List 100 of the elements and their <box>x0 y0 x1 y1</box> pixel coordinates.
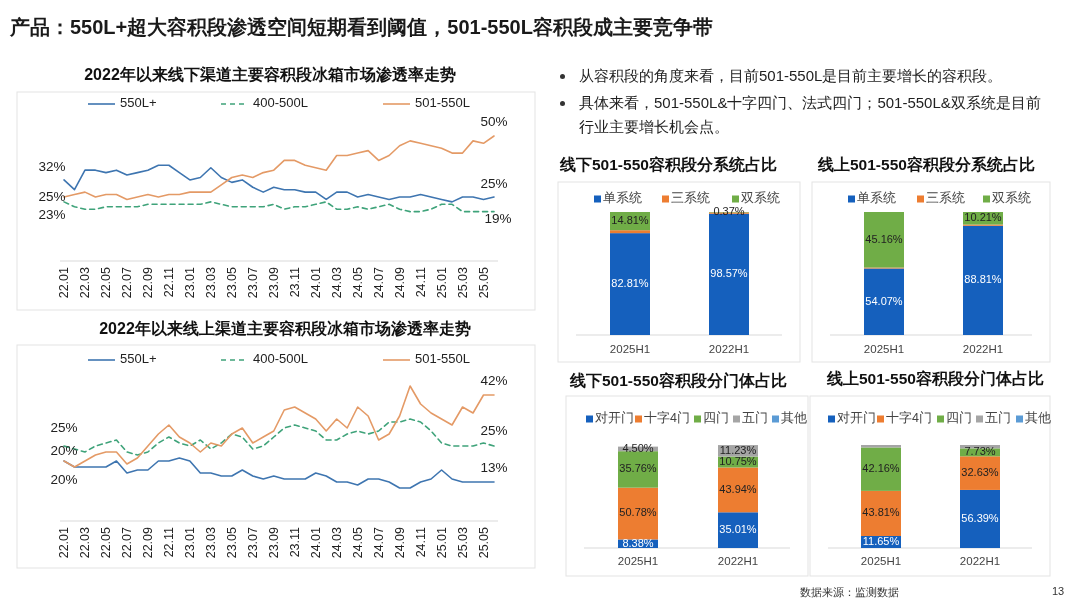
data-label: 7.73% <box>964 445 996 458</box>
data-label: 56.39% <box>961 511 999 524</box>
x-tick-label: 24.03 <box>329 526 344 559</box>
data-label: 23% <box>38 207 66 223</box>
x-tick-label: 25.01 <box>434 266 449 299</box>
data-label: 82.81% <box>611 276 649 289</box>
data-label: 25% <box>38 188 66 204</box>
x-tick-label: 2025H1 <box>617 555 659 567</box>
x-tick-label: 2025H1 <box>609 343 651 355</box>
data-label: 11.23% <box>719 443 757 456</box>
x-tick-label: 25.05 <box>476 526 491 559</box>
data-label: 43.94% <box>719 482 757 495</box>
legend-label: 十字4门 <box>644 410 690 426</box>
legend-label: 四门 <box>703 410 729 426</box>
legend-label: 550L+ <box>120 95 157 111</box>
data-label: 35.76% <box>619 462 657 475</box>
chart-title: 线下501-550容积段分门体占比 <box>569 371 787 389</box>
legend-label: 对开门 <box>595 410 634 426</box>
x-tick-label: 23.05 <box>224 266 239 299</box>
x-tick-label: 2022H1 <box>959 555 1001 567</box>
x-tick-label: 23.03 <box>203 526 218 559</box>
x-tick-label: 24.11 <box>413 526 428 558</box>
x-tick-label: 22.09 <box>140 526 155 559</box>
data-label: 19% <box>484 211 512 227</box>
x-tick-label: 24.09 <box>392 526 407 559</box>
source-note: 数据来源：监测数据 <box>800 585 899 600</box>
legend-label: 对开门 <box>837 410 876 426</box>
x-tick-label: 24.05 <box>350 526 365 559</box>
legend-label: 五门 <box>742 410 768 426</box>
x-tick-label: 24.07 <box>371 526 386 559</box>
data-label: 13% <box>480 459 508 475</box>
data-label: 45.16% <box>865 232 903 245</box>
x-tick-label: 25.01 <box>434 526 449 559</box>
legend-label: 501-550L <box>415 351 470 367</box>
data-label: 14.81% <box>611 214 649 227</box>
legend-label: 四门 <box>946 410 972 426</box>
x-tick-label: 22.11 <box>161 526 176 558</box>
x-tick-label: 23.05 <box>224 526 239 559</box>
x-tick-label: 24.05 <box>350 266 365 299</box>
data-label: 42% <box>480 372 508 388</box>
chart-title: 线下501-550容积段分系统占比 <box>559 155 777 173</box>
legend-label: 400-500L <box>253 351 308 367</box>
x-tick-label: 24.01 <box>308 526 323 559</box>
data-label: 98.57% <box>710 267 748 280</box>
x-tick-label: 23.07 <box>245 526 260 559</box>
data-label: 50.78% <box>619 506 657 519</box>
legend-label: 单系统 <box>857 191 896 206</box>
x-tick-label: 22.03 <box>77 526 92 559</box>
x-tick-label: 25.05 <box>476 266 491 299</box>
data-label: 20% <box>50 471 78 487</box>
legend-label: 400-500L <box>253 95 308 111</box>
chart-title: 2022年以来线上渠道主要容积段冰箱市场渗透率走势 <box>99 319 471 337</box>
x-tick-label: 22.01 <box>57 266 71 299</box>
x-tick-label: 23.03 <box>203 266 218 299</box>
legend-label: 单系统 <box>603 191 642 206</box>
text: 13 <box>1052 585 1065 597</box>
x-tick-label: 22.03 <box>77 266 92 299</box>
x-tick-label: 22.11 <box>161 266 176 298</box>
legend-label: 其他 <box>1025 411 1051 426</box>
x-tick-label: 24.07 <box>371 266 386 299</box>
x-tick-label: 24.03 <box>329 266 344 299</box>
x-tick-label: 25.03 <box>455 266 470 299</box>
x-tick-label: 23.11 <box>287 526 302 558</box>
legend-label: 双系统 <box>992 191 1031 206</box>
x-tick-label: 2025H1 <box>863 343 905 355</box>
data-label: 25% <box>480 175 508 191</box>
data-label: 11.65% <box>862 534 900 547</box>
text: 从容积段的角度来看，目前501-550L是目前主要增长的容积段。 <box>579 67 1003 84</box>
legend-label: 三系统 <box>671 191 710 206</box>
data-label: 10.75% <box>719 454 757 467</box>
text: 具体来看，501-550L&十字四门、法式四门；501-550L&双系统是目前行业主要增长机会点。 <box>579 94 1041 135</box>
chart-title: 2022年以来线下渠道主要容积段冰箱市场渗透率走势 <box>84 65 456 83</box>
x-tick-label: 22.07 <box>119 266 134 299</box>
chart-title: 线上501-550容积段分门体占比 <box>826 369 1044 387</box>
legend-label: 十字4门 <box>886 410 932 426</box>
data-label: 42.16% <box>862 462 900 475</box>
x-tick-label: 23.09 <box>266 526 281 559</box>
data-label: 25% <box>480 422 508 438</box>
legend-label: 550L+ <box>120 351 157 367</box>
x-tick-label: 25.03 <box>455 526 470 559</box>
legend-label: 双系统 <box>741 191 780 206</box>
legend-label: 五门 <box>985 410 1011 426</box>
data-label: 8.38% <box>622 536 654 549</box>
data-label: 50% <box>480 113 508 129</box>
data-label: 43.81% <box>862 506 900 519</box>
data-label: 10.21% <box>964 211 1002 224</box>
x-tick-label: 22.05 <box>98 526 113 559</box>
legend-label: 三系统 <box>926 191 965 206</box>
legend-label: 其他 <box>781 411 807 426</box>
data-label: 54.07% <box>865 294 903 307</box>
x-tick-label: 22.07 <box>119 526 134 559</box>
x-tick-label: 2022H1 <box>962 343 1004 355</box>
data-label: 35.01% <box>719 523 757 536</box>
x-tick-label: 22.09 <box>140 266 155 299</box>
data-label: 32% <box>38 159 66 175</box>
x-tick-label: 23.01 <box>182 526 197 559</box>
x-tick-label: 23.07 <box>245 266 260 299</box>
x-tick-label: 2022H1 <box>708 343 750 355</box>
x-tick-label: 2025H1 <box>860 555 902 567</box>
legend-label: 501-550L <box>415 95 470 111</box>
